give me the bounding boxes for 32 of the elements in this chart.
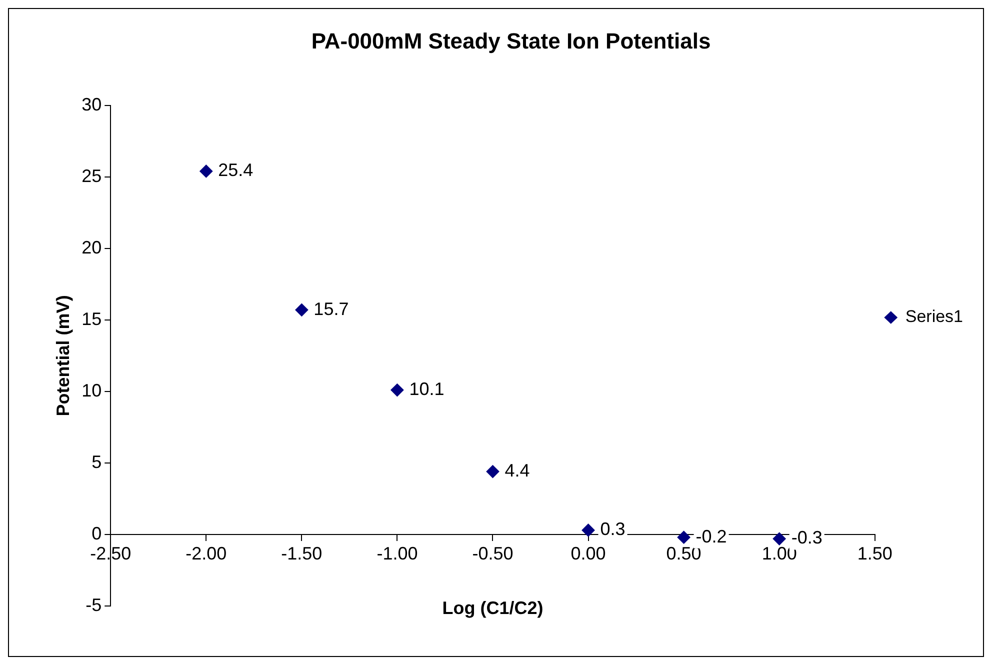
- x-tick-label: -1.50: [281, 543, 322, 564]
- x-tick-label: -0.50: [472, 543, 514, 564]
- point: [390, 384, 404, 397]
- x-tick-label: 0.00: [570, 543, 606, 564]
- data-label: -0.3: [791, 528, 822, 548]
- x-axis-title: Log (C1/C2): [442, 598, 544, 618]
- point: [486, 465, 500, 478]
- legend-label: Series1: [905, 307, 963, 326]
- y-tick-label: 10: [82, 380, 102, 400]
- y-tick-label: 5: [92, 452, 102, 472]
- data-label: -0.2: [696, 526, 727, 546]
- y-tick-label: 30: [82, 94, 102, 114]
- point: [677, 530, 690, 544]
- y-tick-label: -5: [86, 594, 102, 615]
- y-tick-label: 15: [82, 308, 102, 329]
- y-tick-label: 20: [82, 237, 102, 258]
- point: [582, 524, 595, 537]
- data-label: 25.4: [218, 160, 254, 180]
- data-label: 4.4: [504, 460, 530, 481]
- data-label: 10.1: [409, 378, 444, 399]
- y-axis-title: Potential (mV): [52, 295, 73, 416]
- y-tick-label: 25: [82, 166, 102, 186]
- x-tick-label: 1.50: [857, 543, 892, 564]
- data-label: 15.7: [314, 298, 349, 319]
- point: [295, 303, 308, 316]
- chart-title: PA-000mM Steady State Ion Potentials: [311, 28, 711, 54]
- data-label: 0.3: [600, 519, 626, 540]
- x-tick-label: -1.00: [376, 543, 418, 564]
- y-tick-label: 0: [92, 523, 102, 544]
- x-tick-label: -2.00: [186, 543, 227, 564]
- point: [772, 532, 786, 546]
- point: [200, 164, 213, 178]
